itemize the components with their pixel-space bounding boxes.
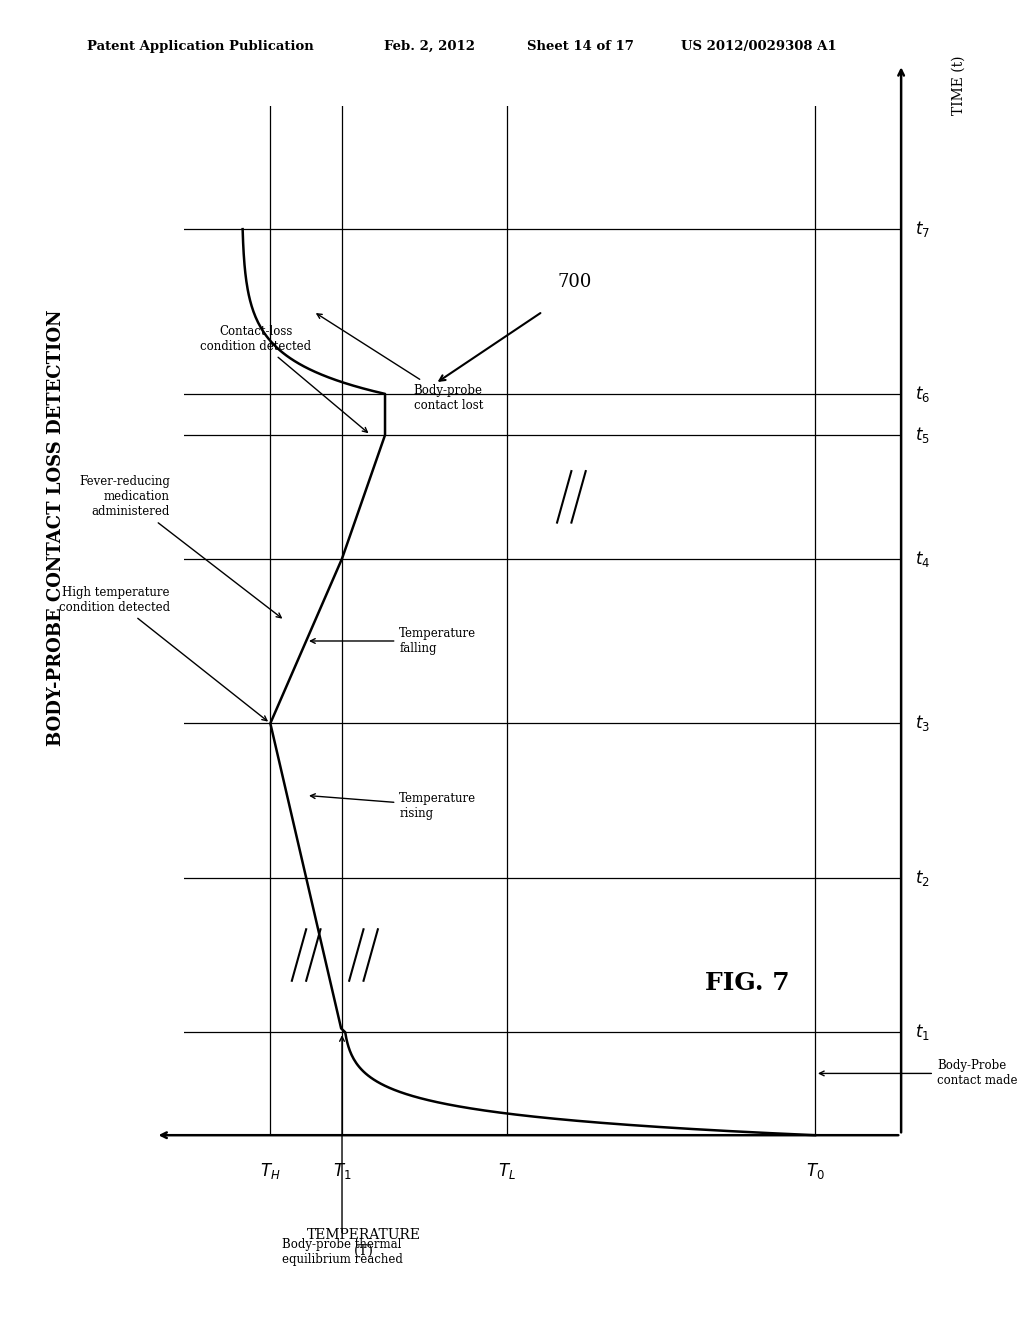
Text: $t_7$: $t_7$: [915, 219, 931, 239]
Text: $T_L$: $T_L$: [498, 1162, 516, 1181]
Text: $t_4$: $t_4$: [915, 549, 931, 569]
Text: $t_5$: $t_5$: [915, 425, 931, 445]
Text: Fever-reducing
medication
administered: Fever-reducing medication administered: [79, 475, 282, 618]
Text: Temperature
rising: Temperature rising: [310, 792, 476, 820]
Text: $t_2$: $t_2$: [915, 867, 930, 888]
Text: $T_0$: $T_0$: [806, 1162, 824, 1181]
Text: Feb. 2, 2012: Feb. 2, 2012: [384, 40, 475, 53]
Text: Body-Probe
contact made: Body-Probe contact made: [819, 1060, 1018, 1088]
Text: Sheet 14 of 17: Sheet 14 of 17: [527, 40, 634, 53]
Text: $t_3$: $t_3$: [915, 713, 931, 734]
Text: Patent Application Publication: Patent Application Publication: [87, 40, 313, 53]
Text: Temperature
falling: Temperature falling: [310, 627, 476, 655]
Text: TIME (t): TIME (t): [951, 55, 966, 115]
Text: BODY-PROBE CONTACT LOSS DETECTION: BODY-PROBE CONTACT LOSS DETECTION: [47, 310, 66, 746]
Text: FIG. 7: FIG. 7: [706, 972, 790, 995]
Text: Body-probe thermal
equilibrium reached: Body-probe thermal equilibrium reached: [282, 1036, 402, 1266]
Text: $t_1$: $t_1$: [915, 1022, 931, 1043]
Text: $T_1$: $T_1$: [333, 1162, 351, 1181]
Text: $T_H$: $T_H$: [260, 1162, 281, 1181]
Text: US 2012/0029308 A1: US 2012/0029308 A1: [681, 40, 837, 53]
Text: TEMPERATURE
(T): TEMPERATURE (T): [306, 1228, 421, 1258]
Text: High temperature
condition detected: High temperature condition detected: [58, 586, 267, 721]
Text: Contact-loss
condition detected: Contact-loss condition detected: [201, 325, 368, 432]
Text: 700: 700: [557, 273, 592, 290]
Text: $t_6$: $t_6$: [915, 384, 931, 404]
Text: Body-probe
contact lost: Body-probe contact lost: [317, 314, 483, 412]
